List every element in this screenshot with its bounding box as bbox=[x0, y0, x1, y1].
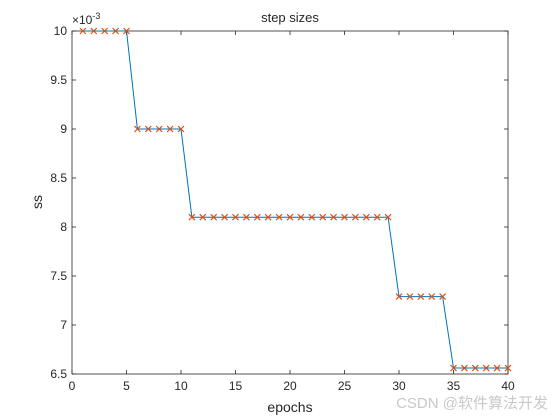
y-tick-label: 7.5 bbox=[50, 269, 67, 283]
marker bbox=[221, 213, 229, 221]
x-tick-label: 35 bbox=[447, 379, 461, 393]
marker bbox=[428, 293, 436, 301]
marker bbox=[188, 213, 196, 221]
marker bbox=[439, 293, 447, 301]
marker bbox=[493, 364, 501, 372]
series-line bbox=[82, 30, 508, 369]
plot-box bbox=[71, 30, 509, 375]
x-tick-label: 0 bbox=[69, 379, 76, 393]
y-tick-label: 10 bbox=[54, 24, 68, 38]
marker bbox=[330, 213, 338, 221]
x-tick-label: 25 bbox=[338, 379, 352, 393]
watermark: CSDN @软件算法开发 bbox=[396, 394, 548, 412]
y-axis-label: ss bbox=[29, 195, 45, 209]
x-tick-label: 5 bbox=[123, 379, 130, 393]
marker bbox=[308, 213, 316, 221]
marker bbox=[504, 364, 512, 372]
x-tick-label: 20 bbox=[283, 379, 297, 393]
y-tick-label: 7 bbox=[60, 318, 67, 332]
marker bbox=[450, 364, 457, 372]
y-tick-label: 8.5 bbox=[50, 171, 67, 185]
marker bbox=[264, 213, 272, 221]
marker bbox=[362, 213, 370, 221]
marker bbox=[384, 213, 392, 221]
marker bbox=[232, 213, 239, 221]
marker bbox=[123, 27, 130, 35]
y-tick-label: 8 bbox=[60, 220, 67, 234]
marker bbox=[471, 364, 479, 372]
marker bbox=[166, 125, 174, 133]
marker bbox=[482, 364, 490, 372]
marker bbox=[210, 213, 218, 221]
marker bbox=[406, 293, 414, 301]
marker bbox=[90, 27, 98, 35]
marker bbox=[275, 213, 283, 221]
marker bbox=[341, 213, 348, 221]
marker bbox=[319, 213, 327, 221]
marker bbox=[286, 213, 294, 221]
x-tick-label: 40 bbox=[501, 379, 515, 393]
marker bbox=[417, 293, 425, 301]
marker bbox=[199, 213, 207, 221]
marker bbox=[79, 27, 87, 35]
x-tick-label: 15 bbox=[229, 379, 243, 393]
y-tick-label: 9.5 bbox=[50, 73, 67, 87]
marker bbox=[101, 27, 109, 35]
marker bbox=[460, 364, 468, 372]
x-tick-label: 10 bbox=[174, 379, 188, 393]
marker bbox=[144, 125, 152, 133]
y-exponent: ×10-3 bbox=[72, 11, 100, 27]
marker bbox=[253, 213, 261, 221]
marker bbox=[112, 27, 120, 35]
marker bbox=[155, 125, 163, 133]
chart-title: step sizes bbox=[261, 10, 319, 25]
marker bbox=[242, 213, 250, 221]
marker bbox=[297, 213, 305, 221]
marker bbox=[177, 125, 185, 133]
marker bbox=[351, 213, 359, 221]
marker bbox=[133, 125, 141, 133]
y-tick-label: 6.5 bbox=[50, 367, 67, 381]
x-axis-label: epochs bbox=[267, 399, 312, 415]
marker bbox=[373, 213, 381, 221]
x-tick-label: 30 bbox=[392, 379, 406, 393]
exponent-base: ×10 bbox=[72, 13, 93, 27]
y-tick-label: 9 bbox=[60, 122, 67, 136]
exponent-power: -3 bbox=[92, 11, 100, 21]
marker bbox=[395, 293, 403, 301]
